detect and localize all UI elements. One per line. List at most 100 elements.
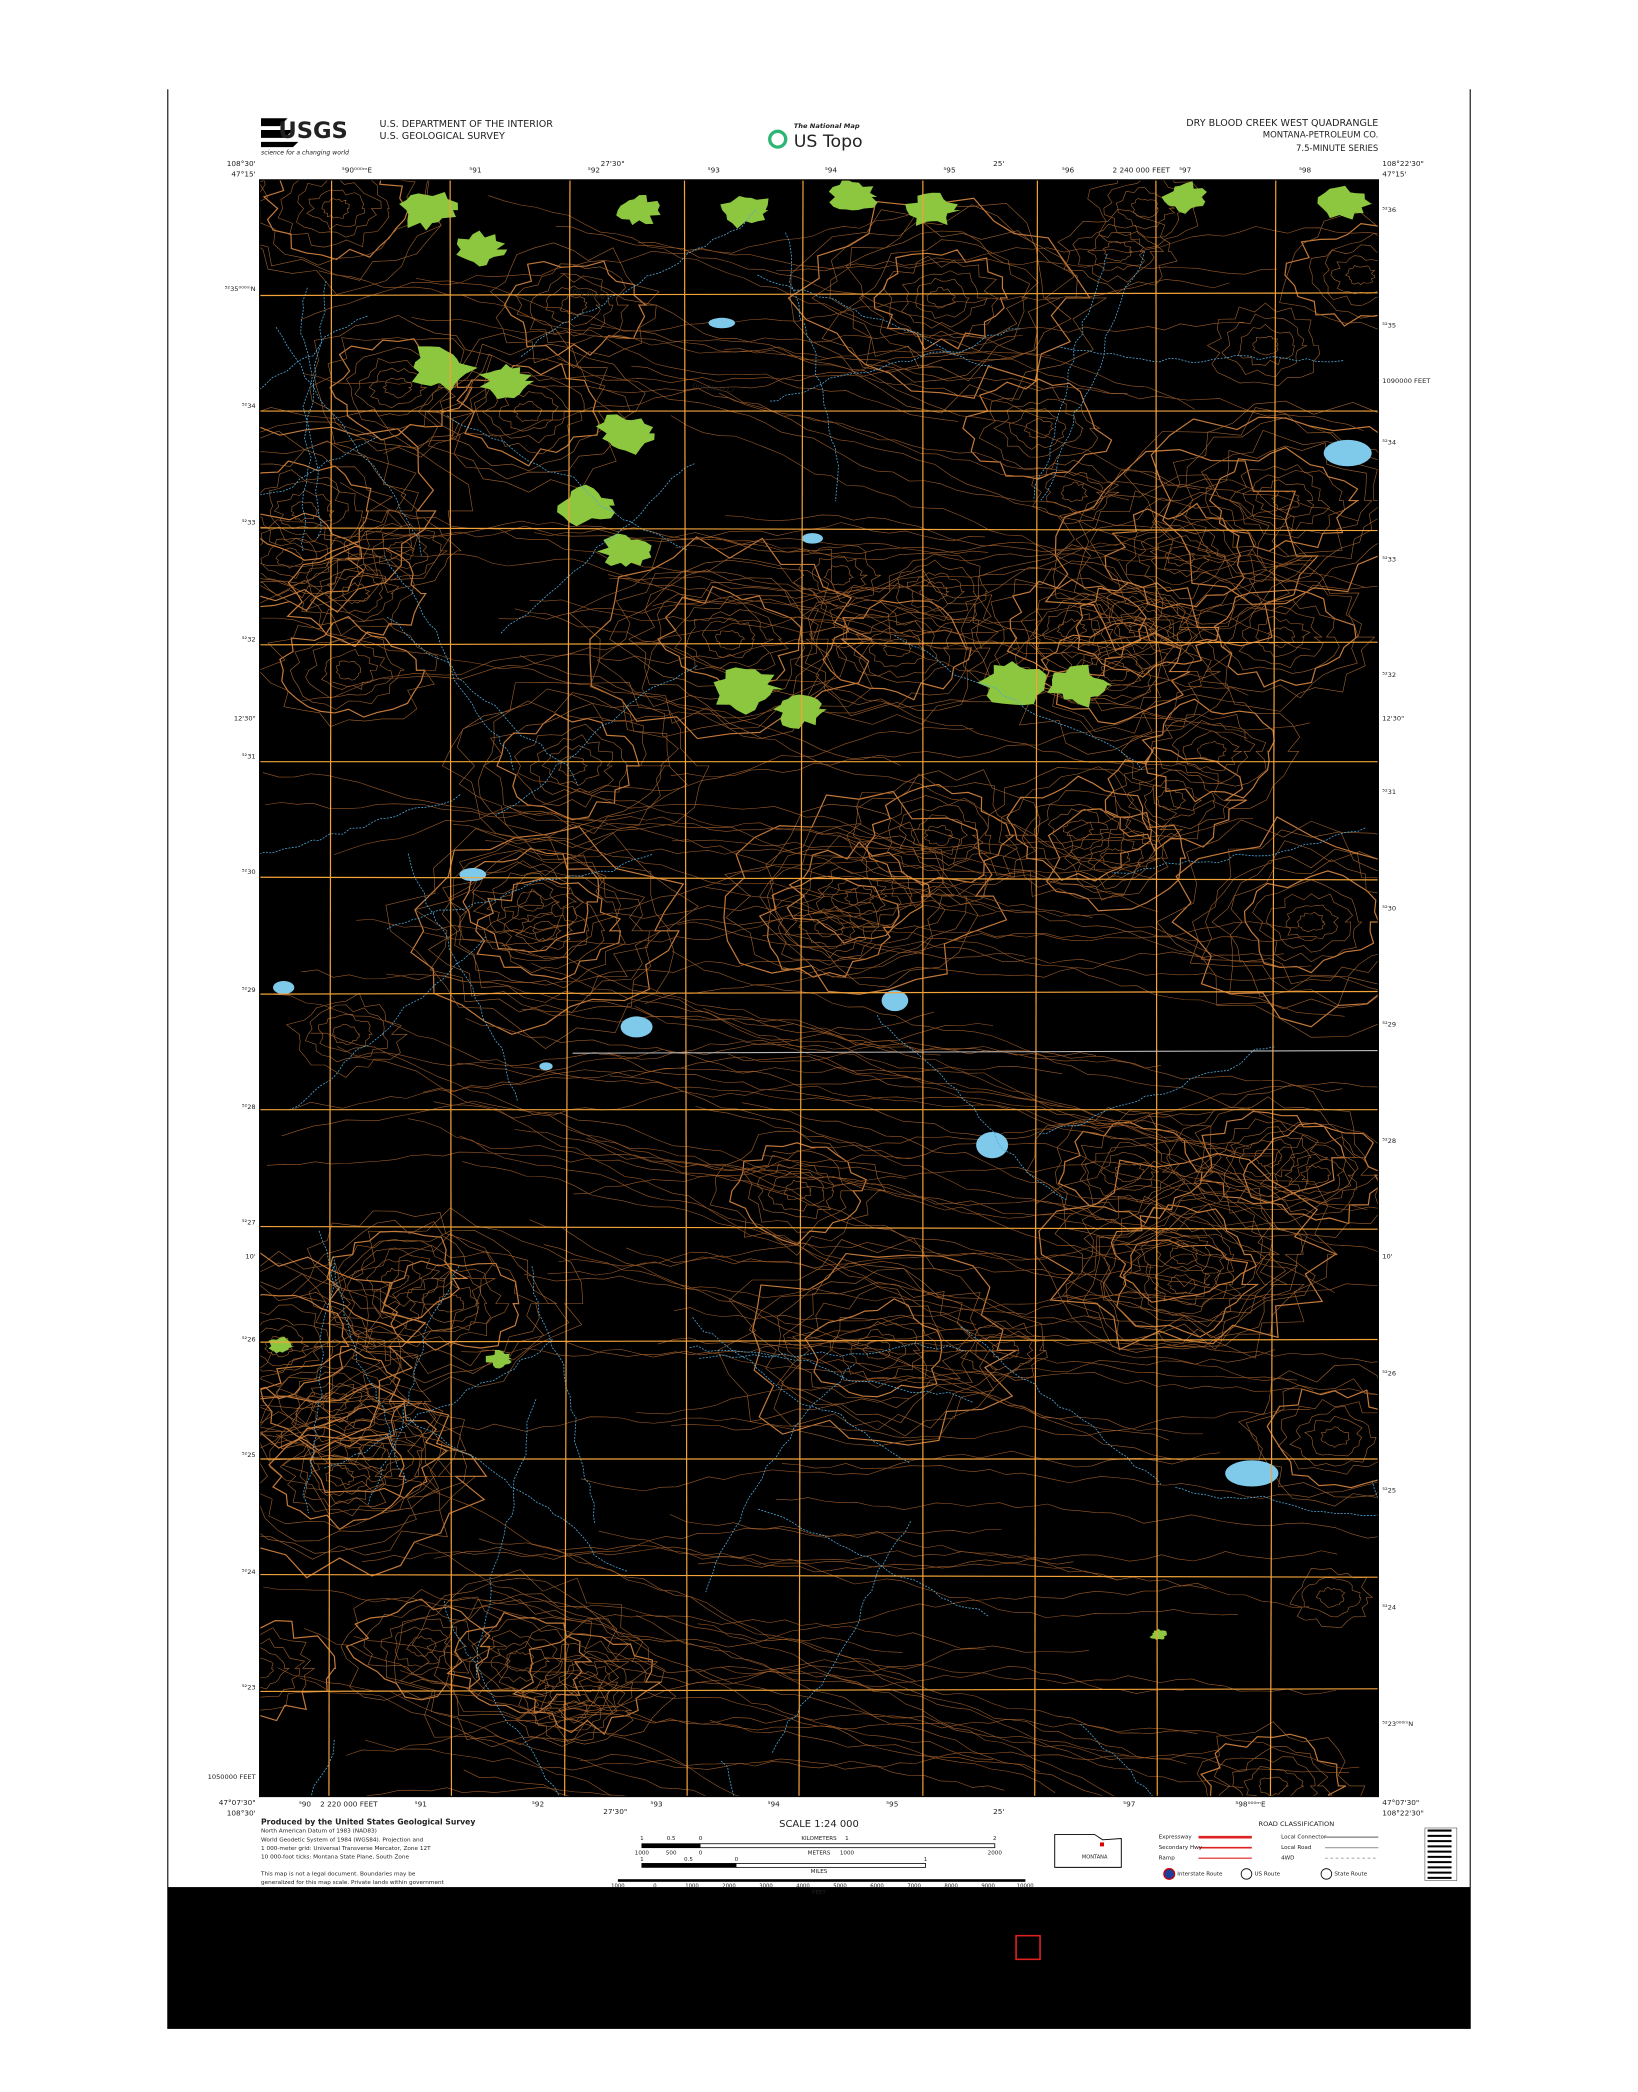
contour <box>545 285 601 327</box>
contour <box>259 608 438 727</box>
section-line <box>449 179 453 1797</box>
contour <box>1213 589 1359 688</box>
contour <box>485 840 1125 895</box>
contour <box>1252 336 1279 356</box>
contour <box>543 1244 1184 1461</box>
edge-label: ⁵²35 <box>1382 322 1396 330</box>
contour <box>1015 604 1221 742</box>
contour <box>1087 232 1145 271</box>
contour <box>532 921 562 941</box>
contour <box>725 514 1365 588</box>
woodland <box>411 346 478 392</box>
contour <box>729 1142 868 1246</box>
contour <box>632 983 1272 1157</box>
contour <box>1150 714 1267 787</box>
contour <box>1196 1721 1366 1797</box>
section-line <box>798 179 804 1797</box>
contour <box>366 1786 629 1797</box>
contour <box>1211 848 1379 992</box>
contour <box>568 1129 1208 1239</box>
scale-tick-label: 0.5 <box>684 1857 693 1863</box>
stream <box>310 1739 335 1797</box>
contour <box>1103 179 1192 238</box>
contour <box>478 692 670 837</box>
edge-label: 25' <box>993 1807 1004 1816</box>
edge-label: ⁵90 <box>299 1799 312 1808</box>
contour <box>1265 893 1354 953</box>
contour <box>798 905 860 950</box>
contour <box>1243 1766 1304 1797</box>
contour <box>498 1618 677 1743</box>
agency: U.S. DEPARTMENT OF THE INTERIOR <box>380 119 554 130</box>
contour <box>804 576 999 717</box>
woodland <box>773 694 827 729</box>
section-line <box>1034 179 1038 1797</box>
woodland <box>1149 1628 1168 1640</box>
contour <box>306 189 365 230</box>
contour <box>259 441 407 585</box>
edge-label: 1090000 FEET <box>1382 377 1431 385</box>
scale-tick-label: 1000 <box>635 1850 650 1856</box>
contour <box>1309 232 1379 319</box>
contour <box>1149 535 1212 578</box>
contour <box>723 790 1008 995</box>
contour <box>558 1661 618 1704</box>
contour <box>259 1391 453 1554</box>
edge-label: ⁵²31 <box>1382 788 1396 796</box>
state-label: MONTANA <box>1082 1854 1108 1860</box>
contour <box>1047 808 1109 850</box>
section-line <box>259 1225 1379 1230</box>
contour <box>1285 904 1339 942</box>
stream <box>499 463 695 635</box>
contour <box>1301 1577 1361 1618</box>
lake <box>539 1062 553 1071</box>
contour <box>604 1658 1244 1788</box>
contour <box>348 525 989 555</box>
shield-label: US Route <box>1254 1871 1280 1877</box>
contour <box>1009 408 1067 450</box>
state-outline <box>1054 1834 1122 1868</box>
stream <box>531 1266 596 1525</box>
contour <box>1138 525 1226 585</box>
scale-bar-km-segment <box>641 1843 701 1848</box>
credit-text: 1 000-meter grid: Universal Transverse M… <box>261 1846 431 1852</box>
contour <box>547 1241 1187 1276</box>
edge-label: ⁵95 <box>886 1799 898 1808</box>
contour <box>516 891 544 912</box>
contour <box>1090 497 1257 619</box>
contour <box>279 1438 393 1517</box>
contour <box>573 1111 1213 1195</box>
contour <box>560 273 1200 490</box>
contour <box>1206 302 1321 387</box>
contour <box>998 766 1168 888</box>
contour <box>1164 546 1196 567</box>
contour <box>279 615 426 718</box>
contour <box>960 544 1190 705</box>
contour <box>572 1671 603 1693</box>
scale-tick-label: 1 <box>845 1836 849 1842</box>
contour <box>990 567 1159 689</box>
contour <box>1100 848 1131 868</box>
contour <box>776 1497 1379 1539</box>
corner-label: 108°22'30" <box>1382 159 1424 168</box>
scale-bar-ft <box>617 1879 1026 1882</box>
scale-tick-label: 1000 <box>840 1850 855 1856</box>
scale-tick-label: 0 <box>735 1857 739 1863</box>
contour <box>1242 1122 1379 1225</box>
contour <box>545 1654 1185 1694</box>
contour <box>626 1247 1266 1298</box>
contour <box>1266 1388 1379 1489</box>
contour <box>761 1155 1379 1211</box>
contour <box>728 1053 1368 1211</box>
contour <box>579 1749 1219 1770</box>
contour <box>368 367 427 409</box>
contour <box>1079 1134 1186 1213</box>
contour <box>609 1075 1250 1148</box>
state-shield <box>1320 1868 1333 1880</box>
contour <box>1222 599 1340 674</box>
contour <box>614 817 1254 911</box>
scale-unit: FEET <box>812 1890 826 1896</box>
contour <box>741 1102 1379 1253</box>
edge-label: 10' <box>1382 1253 1392 1261</box>
contour <box>1205 442 1373 558</box>
